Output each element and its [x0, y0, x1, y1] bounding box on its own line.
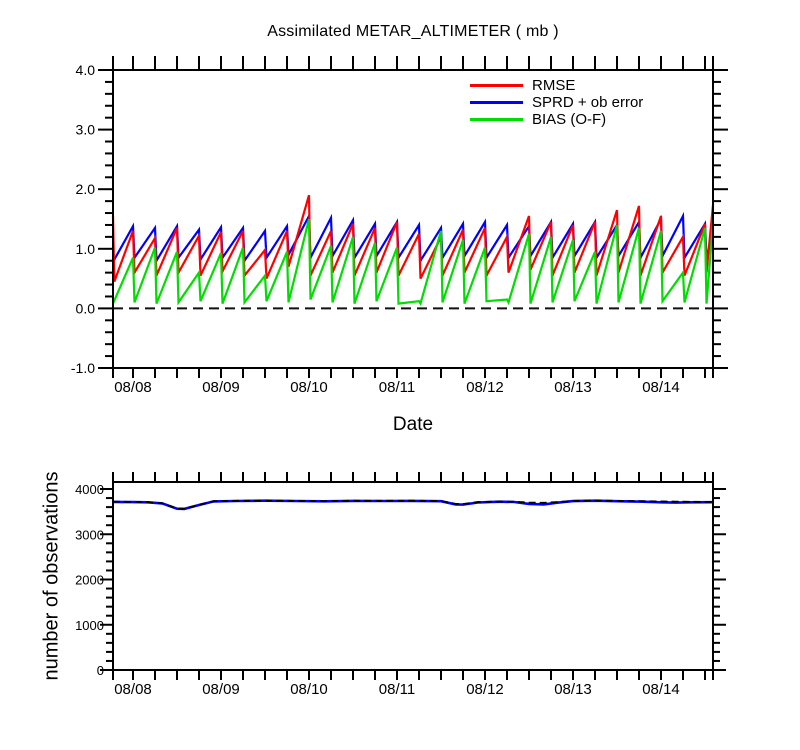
legend-line-sample-sprd: [470, 101, 523, 104]
legend-item-bias: BIAS (O-F): [470, 111, 643, 128]
tick-label: 08/10: [290, 681, 328, 698]
tick-label: 2.0: [76, 181, 96, 197]
tick-label: 1.0: [76, 241, 96, 257]
bottom-y-axis-title: number of observations: [40, 471, 63, 681]
series-group: [111, 194, 715, 307]
tick-label: 0.0: [76, 300, 96, 316]
tick-label: 08/10: [290, 379, 328, 396]
x-axis-title: Date: [392, 414, 434, 435]
tick-label: 08/08: [114, 379, 152, 396]
plot-frame: [112, 69, 714, 369]
x-ticks: [112, 56, 714, 378]
tick-label: 1000: [75, 618, 104, 633]
x-tick-labels: 08/08 08/09 08/10 08/11 08/12 08/13 08/14: [114, 681, 680, 698]
tick-label: 4.0: [76, 62, 96, 78]
tick-label: 08/13: [554, 681, 592, 698]
tick-label: 08/11: [379, 681, 415, 698]
tick-label: 08/08: [114, 681, 152, 698]
legend-item-rmse: RMSE: [470, 77, 643, 94]
legend-item-sprd: SPRD + ob error: [470, 94, 643, 111]
tick-label: 0: [97, 663, 104, 678]
series-group: [112, 499, 714, 511]
tick-label: 08/14: [642, 681, 680, 698]
tick-label: 3000: [75, 527, 104, 542]
x-tick-labels: 08/08 08/09 08/10 08/11 08/12 08/13 08/14: [114, 379, 680, 396]
line-rmse: [111, 194, 715, 282]
tick-label: 08/14: [642, 379, 680, 396]
tick-label: 08/09: [202, 379, 240, 396]
x-ticks: [112, 472, 714, 680]
legend-label-rmse: RMSE: [532, 76, 576, 94]
top-panel: -1.00.01.02.03.04.008/08 08/09 08/10 08/11 0…: [71, 56, 728, 396]
tick-label: 4000: [75, 482, 104, 497]
legend-line-sample-bias: [470, 118, 523, 121]
chart-title: Assimilated METAR_ALTIMETER ( mb ): [267, 23, 559, 40]
legend-line-sample-rmse: [470, 84, 523, 87]
tick-label: -1.0: [71, 360, 95, 376]
tick-label: 08/09: [202, 681, 240, 698]
y-ticks: [98, 69, 728, 369]
legend: RMSE SPRD + ob error BIAS (O-F): [470, 77, 643, 128]
tick-label: 3.0: [76, 122, 96, 138]
y-tick-labels: 0 1000 2000 3000 4000: [75, 482, 104, 678]
tick-label: 08/13: [554, 379, 592, 396]
tick-label: 08/11: [379, 379, 415, 396]
y-ticks: [100, 488, 726, 671]
y-tick-labels: -1.0 0.0 1.0 2.0 3.0 4.0: [71, 62, 95, 376]
legend-label-sprd: SPRD + ob error: [532, 93, 644, 111]
tick-label: 2000: [75, 573, 104, 588]
legend-label-bias: BIAS (O-F): [532, 110, 607, 128]
line-bias-o-f-: [111, 218, 715, 307]
tick-label: 08/12: [466, 681, 504, 698]
line-observation-count-solid-blue-: [112, 499, 714, 511]
plot-frame: [112, 481, 714, 671]
tick-label: 08/12: [466, 379, 504, 396]
